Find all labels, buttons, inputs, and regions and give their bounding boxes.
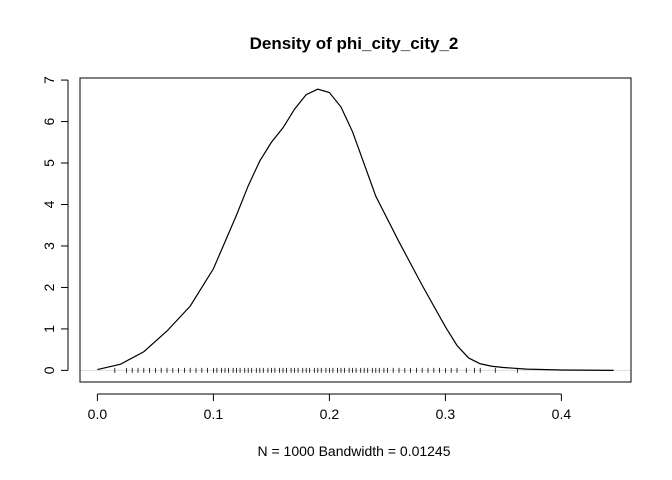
- y-tick-label: 5: [41, 159, 57, 167]
- y-tick-label: 4: [41, 200, 57, 208]
- y-tick-label: 3: [41, 242, 57, 250]
- x-tick-label: 0.0: [88, 406, 108, 422]
- y-tick-label: 7: [41, 76, 57, 84]
- x-axis-label: N = 1000 Bandwidth = 0.01245: [257, 443, 450, 459]
- y-axis: 0 1 2 3 4 5 6 7: [41, 76, 69, 374]
- chart-title: Density of phi_city_city_2: [250, 34, 459, 53]
- y-tick-label: 1: [41, 325, 57, 333]
- density-curve: [97, 88, 614, 371]
- plot-frame: [79, 77, 632, 383]
- x-tick-label: 0.1: [204, 406, 224, 422]
- rug-marks: [114, 367, 518, 373]
- x-tick-label: 0.4: [552, 406, 572, 422]
- y-tick-label: 2: [41, 283, 57, 291]
- x-tick-label: 0.3: [436, 406, 456, 422]
- x-axis: 0.0 0.1 0.2 0.3 0.4: [88, 393, 572, 422]
- x-tick-label: 0.2: [320, 406, 340, 422]
- y-tick-label: 6: [41, 117, 57, 125]
- y-tick-label: 0: [41, 366, 57, 374]
